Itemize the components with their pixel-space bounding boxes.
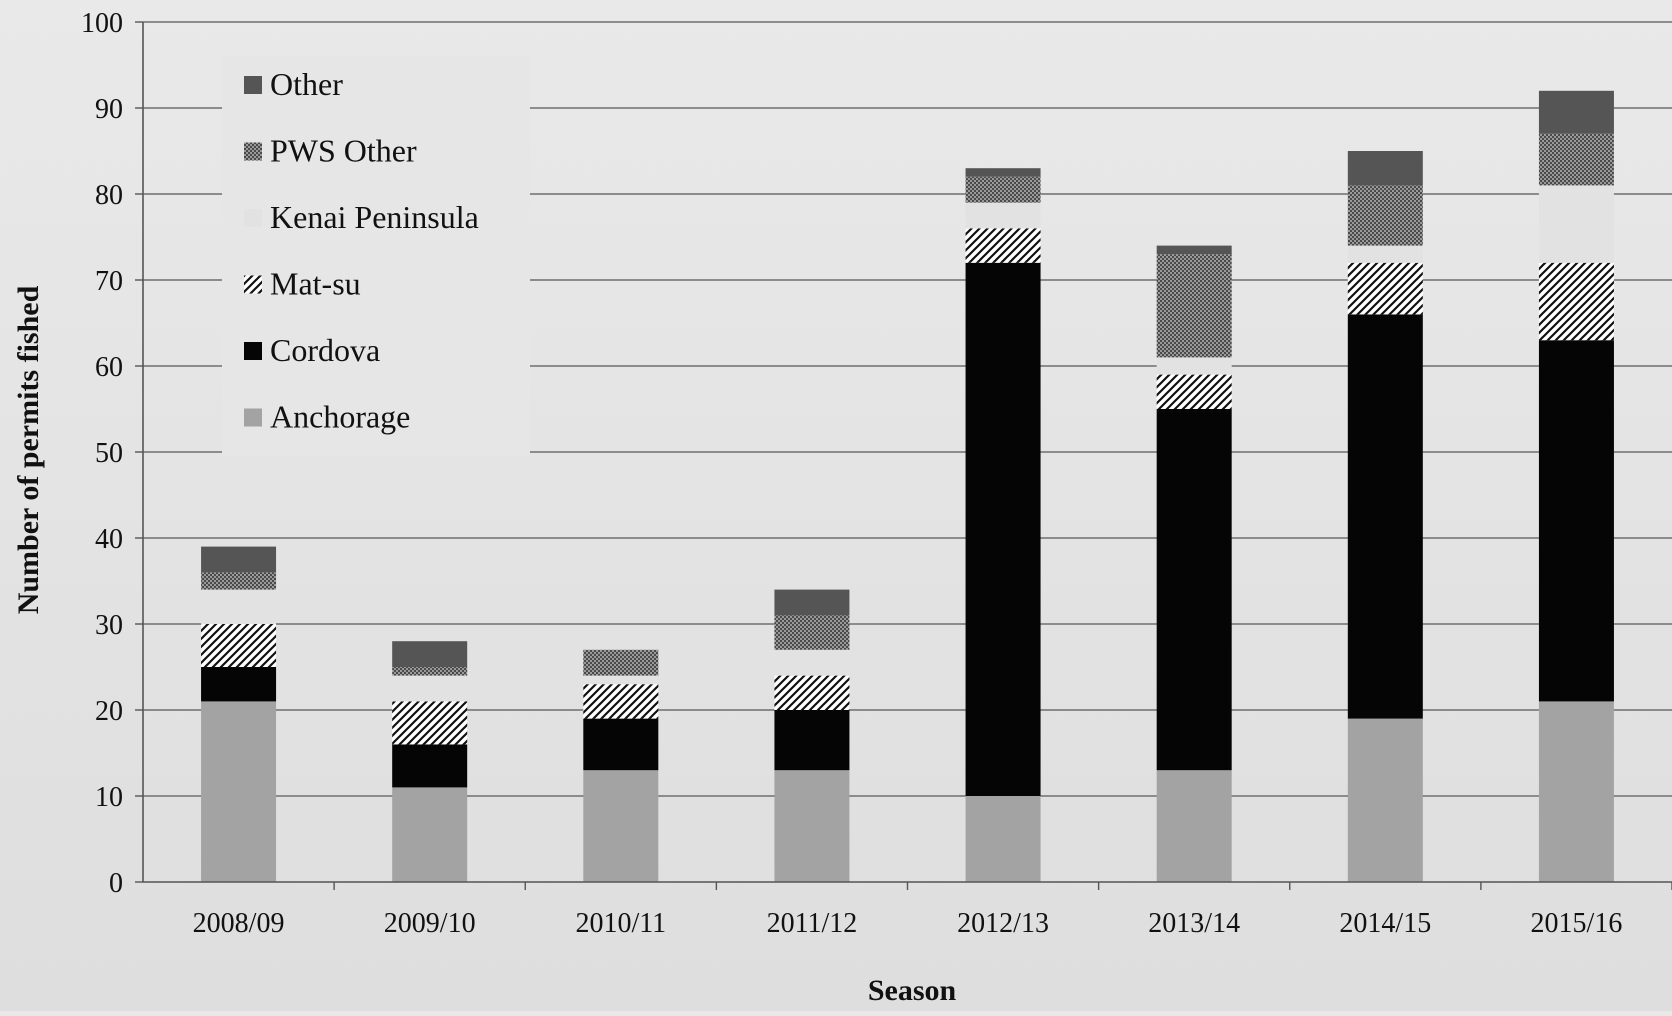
bar-segment-cordova xyxy=(774,710,850,771)
x-tick-label: 2009/10 xyxy=(384,908,476,939)
bar-segment-mat-su xyxy=(774,675,850,710)
y-tick-label: 90 xyxy=(95,94,123,125)
legend-swatch xyxy=(244,142,262,161)
bar-segment-anchorage xyxy=(1156,770,1232,882)
legend-label: Anchorage xyxy=(270,399,410,435)
y-tick-label: 0 xyxy=(109,868,123,899)
y-tick-label: 100 xyxy=(81,8,123,39)
x-tick-label: 2008/09 xyxy=(193,908,285,939)
legend-label: Kenai Peninsula xyxy=(270,199,479,235)
bar-segment-anchorage xyxy=(965,796,1041,882)
legend-swatch xyxy=(244,76,262,94)
y-tick-label: 80 xyxy=(95,180,123,211)
bar-segment-pws-other xyxy=(774,615,850,650)
x-tick-label: 2013/14 xyxy=(1148,908,1240,939)
bar-segment-mat-su xyxy=(1538,262,1614,341)
bar-segment-pws-other xyxy=(583,649,659,676)
bar-segment-pws-other xyxy=(1156,254,1232,358)
x-tick-label: 2010/11 xyxy=(575,908,666,939)
bar-segment-other xyxy=(1156,245,1232,255)
bar-segment-anchorage xyxy=(392,787,468,882)
bar-segment-pws-other xyxy=(965,176,1041,203)
x-axis-title: Season xyxy=(868,974,957,1007)
bar-segment-other xyxy=(1347,151,1423,186)
bar-segment-kenai-peninsula xyxy=(774,649,850,676)
legend-label: Cordova xyxy=(270,332,380,368)
bar-segment-mat-su xyxy=(1156,374,1232,409)
legend-swatch xyxy=(244,209,262,227)
bar-segment-mat-su xyxy=(965,228,1041,263)
y-tick-label: 60 xyxy=(95,352,123,383)
legend-swatch xyxy=(244,275,262,294)
bar-segment-anchorage xyxy=(1538,701,1614,882)
x-tick-label: 2014/15 xyxy=(1339,908,1431,939)
x-tick-label: 2011/12 xyxy=(767,908,858,939)
bar-segment-pws-other xyxy=(1538,133,1614,186)
bar-segment-kenai-peninsula xyxy=(583,675,659,685)
bars xyxy=(201,90,1614,882)
y-tick-label: 20 xyxy=(95,696,123,727)
bar-segment-cordova xyxy=(1538,340,1614,702)
bar-segment-pws-other xyxy=(392,667,468,676)
y-tick-label: 10 xyxy=(95,782,123,813)
x-tick-label: 2012/13 xyxy=(957,908,1049,939)
bar-segment-pws-other xyxy=(1347,185,1423,246)
y-tick-label: 30 xyxy=(95,610,123,641)
bar-segment-anchorage xyxy=(201,701,277,882)
bar-segment-anchorage xyxy=(1347,718,1423,882)
bar-segment-kenai-peninsula xyxy=(1347,245,1423,263)
bar-segment-other xyxy=(1538,90,1614,134)
bar-segment-mat-su xyxy=(392,701,468,745)
bar-segment-kenai-peninsula xyxy=(201,589,277,624)
legend-label: Other xyxy=(270,66,343,102)
bar-segment-pws-other xyxy=(201,572,277,590)
y-tick-label: 70 xyxy=(95,266,123,297)
x-tick-label: 2015/16 xyxy=(1531,908,1623,939)
bar-segment-cordova xyxy=(201,667,277,702)
bar-segment-other xyxy=(774,589,850,616)
bar-segment-mat-su xyxy=(201,624,277,667)
bar-segment-other xyxy=(201,546,277,573)
legend-background xyxy=(222,56,530,456)
bar-segment-kenai-peninsula xyxy=(1538,185,1614,263)
y-axis-title: Number of permits fished xyxy=(12,285,45,614)
y-tick-label: 50 xyxy=(95,438,123,469)
bar-segment-cordova xyxy=(1156,409,1232,771)
legend-label: PWS Other xyxy=(270,133,417,169)
bar-segment-cordova xyxy=(1347,314,1423,719)
bar-segment-cordova xyxy=(392,744,468,788)
bar-segment-mat-su xyxy=(583,684,659,719)
bar-segment-kenai-peninsula xyxy=(965,202,1041,229)
legend-swatch xyxy=(244,408,262,427)
bar-segment-anchorage xyxy=(583,770,659,882)
y-tick-label: 40 xyxy=(95,524,123,555)
legend-swatch xyxy=(244,342,262,360)
bar-segment-cordova xyxy=(583,718,659,771)
bar-segment-cordova xyxy=(965,262,1041,796)
bar-segment-anchorage xyxy=(774,770,850,882)
bar-segment-other xyxy=(392,641,468,667)
legend: Other PWS Other Kenai Peninsula Mat-su Cordo… xyxy=(222,56,530,456)
bar-segment-mat-su xyxy=(1347,262,1423,315)
bar-segment-kenai-peninsula xyxy=(1156,357,1232,375)
bar-segment-other xyxy=(965,168,1041,177)
legend-label: Mat-su xyxy=(270,266,361,302)
axes: 0 10 20 30 40 50 60 70 80 90 100 2008/09 2009/10 2010… xyxy=(81,8,1672,939)
bar-segment-kenai-peninsula xyxy=(392,675,468,702)
